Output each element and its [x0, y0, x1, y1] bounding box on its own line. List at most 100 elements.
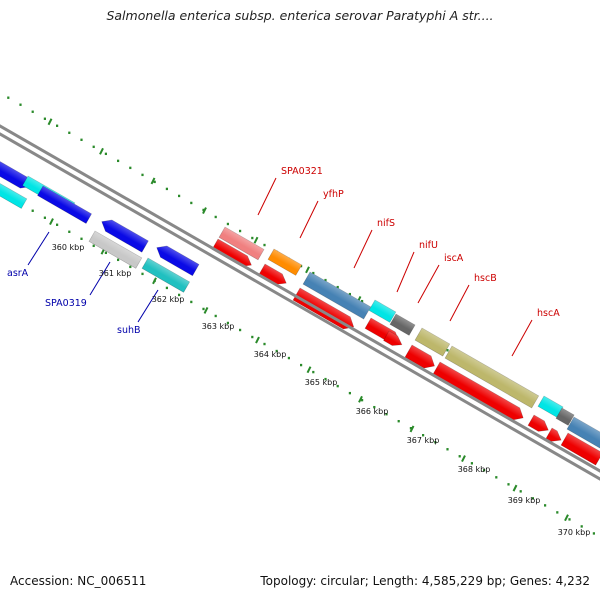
tick-dot — [300, 264, 303, 268]
tick-dot — [214, 314, 217, 318]
tick-dot — [361, 398, 364, 402]
tick-dot — [348, 391, 351, 395]
tick-dot — [275, 349, 278, 353]
tick-label-367: 367 kbp — [407, 436, 440, 445]
cyan-block-1 — [0, 171, 28, 209]
suhB-block — [156, 245, 200, 277]
tick-dot — [56, 223, 59, 226]
gene-features — [0, 149, 600, 466]
tick-dot — [446, 448, 449, 451]
red-block-3 — [527, 414, 549, 432]
gene-label-suhb: suhB — [117, 325, 141, 336]
tick-dot — [324, 278, 327, 282]
tick-label-369: 369 kbp — [508, 496, 541, 505]
tick-dot — [165, 286, 168, 290]
leader-line-spa0319 — [89, 261, 111, 296]
tick-dot — [141, 272, 144, 276]
gene-label-yfhp: yfhP — [323, 189, 344, 200]
tick-dot — [458, 455, 461, 458]
nifU-cyan-block — [368, 299, 397, 323]
tick-dot — [226, 222, 229, 226]
tick-dot — [300, 363, 303, 367]
teal-block — [141, 257, 191, 293]
tick-dot — [117, 159, 120, 163]
leader-line-hsca — [511, 319, 533, 357]
tick-dot — [348, 292, 351, 296]
tick-dot — [592, 532, 595, 535]
gene-label-asra: asrA — [7, 268, 29, 279]
tick-dot — [239, 229, 242, 233]
tick-dash — [255, 336, 260, 344]
leader-line-nifu — [396, 251, 415, 293]
tick-dot — [470, 462, 473, 465]
tick-dot — [251, 335, 254, 339]
tick-dot — [373, 405, 376, 409]
tick-dot — [80, 237, 83, 241]
suhB-grey-block — [88, 230, 143, 269]
tick-dot — [68, 230, 71, 233]
tick-dot — [129, 166, 132, 170]
tick-dot — [92, 145, 95, 149]
tick-dot — [202, 208, 205, 212]
tick-dash — [409, 425, 415, 433]
tick-dash — [202, 207, 207, 215]
tick-dot — [580, 525, 583, 528]
tick-label-362: 362 kbp — [152, 295, 185, 304]
tick-dot — [519, 490, 522, 493]
red-block-edge — [560, 432, 600, 466]
tick-dot — [104, 251, 107, 255]
hscA-red-block — [432, 361, 524, 421]
tick-dash — [150, 177, 156, 185]
tick-dot — [531, 497, 534, 500]
hscB-red-block — [404, 344, 435, 369]
tick-dot — [446, 349, 449, 352]
tick-dot — [361, 299, 364, 303]
tick-dot — [556, 511, 559, 514]
leader-line-spa0321 — [257, 177, 277, 216]
tick-dot — [165, 187, 168, 191]
tick-dot — [324, 377, 327, 381]
tick-dot — [190, 300, 193, 304]
tick-dot — [214, 215, 217, 219]
tick-dot — [80, 138, 83, 142]
iscA-red-block — [383, 330, 403, 346]
tick-dot — [226, 321, 229, 325]
iscA-grey-block — [389, 313, 416, 336]
tick-dot — [19, 103, 22, 106]
gene-label-isca: iscA — [444, 253, 464, 264]
tick-dot — [507, 483, 510, 486]
genome-title: Salmonella enterica subsp. enterica sero… — [106, 8, 494, 23]
leader-line-hscb — [449, 284, 470, 322]
tick-dot — [239, 328, 242, 332]
tick-label-364: 364 kbp — [254, 350, 287, 359]
tick-dot — [312, 370, 315, 374]
gene-label-hsca: hscA — [537, 308, 560, 319]
tick-dot — [178, 293, 181, 297]
tick-dash — [47, 118, 53, 126]
asrA-block — [0, 149, 31, 189]
tick-dot — [263, 342, 266, 346]
tick-dash — [203, 307, 209, 314]
tick-dash — [49, 218, 54, 226]
tick-dot — [7, 96, 10, 99]
tick-dash — [512, 484, 518, 492]
tick-dot — [104, 152, 107, 156]
tick-label-368: 368 kbp — [458, 465, 491, 474]
tick-dot — [495, 476, 498, 479]
spa0319-block — [101, 219, 149, 253]
hscB-block — [414, 327, 451, 357]
tick-dot — [56, 124, 59, 127]
tick-dot — [287, 356, 290, 360]
tick-dash — [99, 147, 104, 155]
tick-label-363: 363 kbp — [202, 322, 235, 331]
tick-dot — [251, 236, 254, 240]
spa0321-block — [218, 226, 265, 261]
tick-dot — [409, 427, 412, 430]
tick-dot — [385, 412, 388, 416]
gene-label-spa0321: SPA0321 — [281, 166, 323, 177]
tick-labels: 360 kbp 361 kbp 362 kbp 363 kbp 364 kbp 365 k… — [52, 243, 591, 537]
inner-tick-ring — [0, 188, 595, 535]
tick-dot — [190, 201, 193, 205]
